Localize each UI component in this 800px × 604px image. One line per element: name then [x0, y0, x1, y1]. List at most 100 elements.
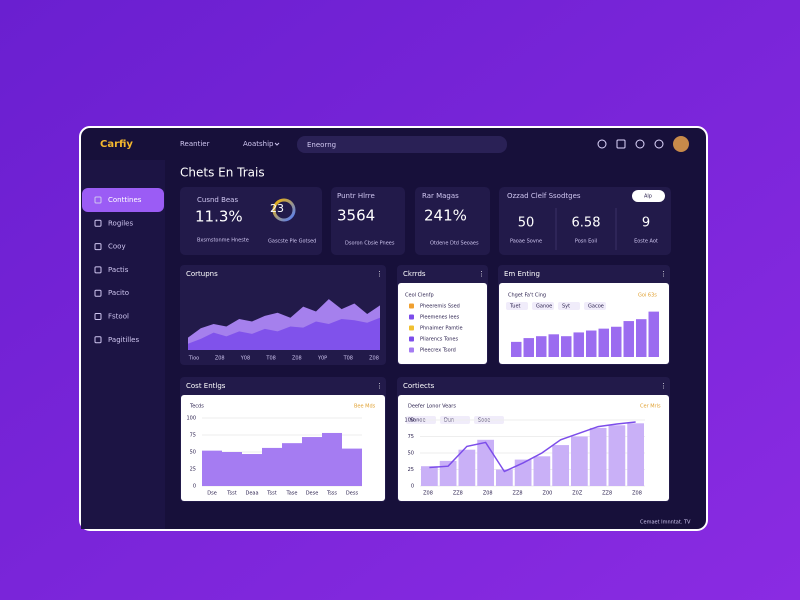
summary-button[interactable]	[632, 190, 665, 202]
ring-value: 23	[270, 202, 284, 215]
logo: Carfiy	[100, 139, 133, 150]
x-tick-label: Z08	[632, 491, 642, 497]
kpi-ring	[272, 198, 296, 222]
list-item[interactable]: Pliarencs Tones	[420, 337, 459, 343]
bar	[533, 456, 551, 486]
y-tick-label: 50	[408, 451, 414, 457]
filter-label: Tuet	[509, 304, 521, 310]
list-item[interactable]: Phnaimer Pamtie	[420, 326, 463, 332]
summary-label: Ozzad Clelf Ssodtges	[507, 192, 581, 200]
x-tick-label: Tsst	[226, 491, 236, 497]
kpi-value: 3564	[337, 207, 375, 225]
x-tick-label: Tsst	[266, 491, 276, 497]
kpi-label: Cusnd Beas	[197, 196, 238, 204]
nav-label[interactable]: Conttines	[108, 196, 142, 204]
x-tick-label: Dess	[346, 491, 359, 497]
nav-label[interactable]: Pacito	[108, 289, 129, 297]
bar	[586, 330, 597, 357]
subtitle: Tecds	[189, 404, 204, 410]
bar	[322, 432, 342, 486]
avatar[interactable]	[673, 136, 689, 152]
bar	[342, 448, 362, 486]
search-placeholder: Eneorng	[307, 141, 336, 149]
line	[429, 421, 636, 473]
caret	[274, 142, 280, 146]
kpi-value: 11.3%	[195, 208, 243, 226]
bar	[552, 445, 569, 486]
card-title: Cortiects	[403, 382, 435, 390]
bar	[611, 326, 622, 357]
list-icon	[409, 303, 414, 309]
filter-label: Syt	[562, 304, 570, 310]
list-item[interactable]: Pleecrex Tsord	[420, 348, 456, 354]
bar	[523, 338, 534, 357]
bar	[262, 447, 282, 486]
bar	[421, 466, 438, 486]
bar	[561, 336, 572, 357]
filter-chip[interactable]	[506, 302, 528, 310]
toolbar-icons[interactable]	[597, 139, 664, 149]
nav-item[interactable]: Aoatship	[243, 140, 274, 148]
filter-chip[interactable]	[584, 302, 606, 310]
summary-value: 9	[642, 216, 650, 231]
active-nav[interactable]	[82, 188, 164, 212]
list-icon	[409, 314, 414, 320]
kpi-label: Puntr Hlrre	[337, 192, 375, 200]
bar	[282, 443, 302, 486]
bar	[648, 311, 659, 357]
card-title: Cortupns	[186, 270, 218, 278]
bar	[636, 319, 647, 357]
bar	[222, 452, 242, 486]
search-box[interactable]	[297, 136, 507, 153]
nav-icon	[94, 289, 102, 297]
button-label: Alp	[644, 194, 652, 200]
summary-note: Posn Eoil	[575, 239, 597, 245]
y-tick-label: 0	[193, 484, 196, 490]
nav-icon	[94, 219, 102, 227]
bar	[202, 450, 222, 486]
area	[188, 317, 380, 350]
x-tick-label: Deaa	[245, 491, 258, 497]
nav-item[interactable]: Reantier	[180, 140, 210, 148]
legend: Cer Mrls	[640, 404, 661, 410]
x-tick-label: T08	[343, 356, 353, 362]
nav-icon	[94, 313, 102, 320]
list-item[interactable]: Pheeremis Ssed	[420, 304, 460, 310]
x-tick-label: Z0Z	[572, 491, 583, 497]
nav-icon	[94, 336, 102, 344]
nav-label[interactable]: Fstool	[108, 313, 129, 321]
x-tick-label: ZZ8	[602, 491, 612, 497]
nav-label[interactable]: Pagitilles	[108, 336, 139, 344]
summary-note: Paoae Sovne	[510, 239, 542, 245]
y-tick-label: 75	[190, 433, 196, 439]
x-tick-label: Dse	[207, 491, 217, 497]
card-body	[398, 283, 487, 364]
legend: Bee Mds	[354, 404, 376, 410]
card-menu: ⋮	[376, 270, 383, 278]
filter-chip[interactable]	[558, 302, 580, 310]
x-tick-label: Tase	[286, 491, 298, 497]
list-item[interactable]: Pleemenes Iees	[420, 315, 460, 321]
y-tick-label: 50	[190, 450, 196, 456]
list-icon	[409, 325, 414, 331]
bar	[589, 427, 607, 486]
filter-chip[interactable]	[532, 302, 554, 310]
nav-label[interactable]: Rogiles	[108, 219, 133, 227]
card-title: Ckrrds	[403, 270, 426, 278]
subtitle: Chget Fa't Cing	[508, 293, 546, 299]
summary-value: 50	[518, 216, 535, 231]
x-tick-label: Tioo	[188, 356, 199, 362]
kpi-note: Otdene Dtd Seoaes	[430, 241, 479, 247]
nav-label[interactable]: Cooy	[108, 243, 126, 251]
nav-label[interactable]: Pactis	[108, 266, 129, 274]
x-tick-label: Dese	[306, 491, 319, 497]
bar	[477, 439, 494, 486]
x-tick-label: Z08	[483, 491, 493, 497]
kpi-value: 241%	[424, 207, 467, 225]
kpi-card	[331, 187, 405, 255]
card-title: Cost Entlgs	[186, 382, 226, 390]
x-tick-label: Z08	[215, 356, 225, 362]
sidebar	[81, 160, 165, 529]
bar	[458, 449, 476, 486]
